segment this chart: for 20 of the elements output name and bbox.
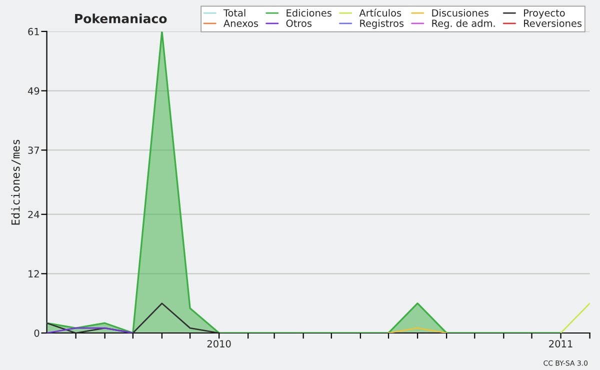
y-tick-label: 24 <box>28 210 40 218</box>
x-tick-label: 2011 <box>549 340 572 348</box>
legend-label: Artículos <box>359 8 402 17</box>
chart-title: Pokemaniaco <box>75 14 167 24</box>
legend-label: Anexos <box>224 20 258 27</box>
legend-label: Proyecto <box>524 9 565 18</box>
legend-label: Ediciones <box>286 9 332 17</box>
y-tick-label: 12 <box>28 270 39 278</box>
y-axis-title: Ediciones/mes <box>11 140 21 225</box>
y-tick-label: 0 <box>34 329 40 337</box>
y-tick-label: 37 <box>28 146 40 154</box>
legend-label: Discusiones <box>432 9 488 17</box>
y-tick-label: 61 <box>28 28 39 36</box>
legend-label: Reversiones <box>524 19 582 27</box>
legend-label: Total <box>223 9 246 17</box>
y-tick-label: 49 <box>28 87 40 95</box>
legend-label: Registros <box>360 19 404 29</box>
x-tick-label: 2010 <box>207 340 231 348</box>
legend-label: Otros <box>286 20 312 27</box>
legend-label: Reg. de adm. <box>432 19 495 29</box>
